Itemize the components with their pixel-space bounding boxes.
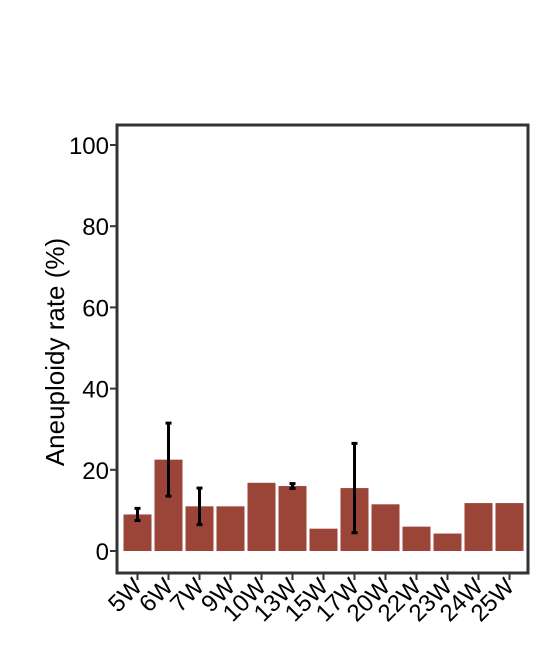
bar-15W [309,528,338,551]
error-bars-layer [134,421,358,535]
bar-22W [402,526,431,551]
bar-25W [495,503,524,551]
bar-10W [247,482,276,551]
bar-23W [433,533,462,551]
axis-layer: 0 20 40 60 80 100 [69,133,117,566]
y-axis-title: Aneuploidy rate (%) [40,238,70,466]
y-tick-label: 0 [96,539,109,566]
y-tick-label: 60 [82,295,109,322]
bar-9W [216,506,245,551]
y-tick-label: 100 [69,133,109,160]
bars-layer [123,459,524,551]
y-tick-label: 80 [82,214,109,241]
y-tick-label: 20 [82,458,109,485]
bar-13W [278,486,307,551]
bar-24W [464,503,493,551]
bar-20W [371,504,400,551]
y-tick-label: 40 [82,377,109,404]
